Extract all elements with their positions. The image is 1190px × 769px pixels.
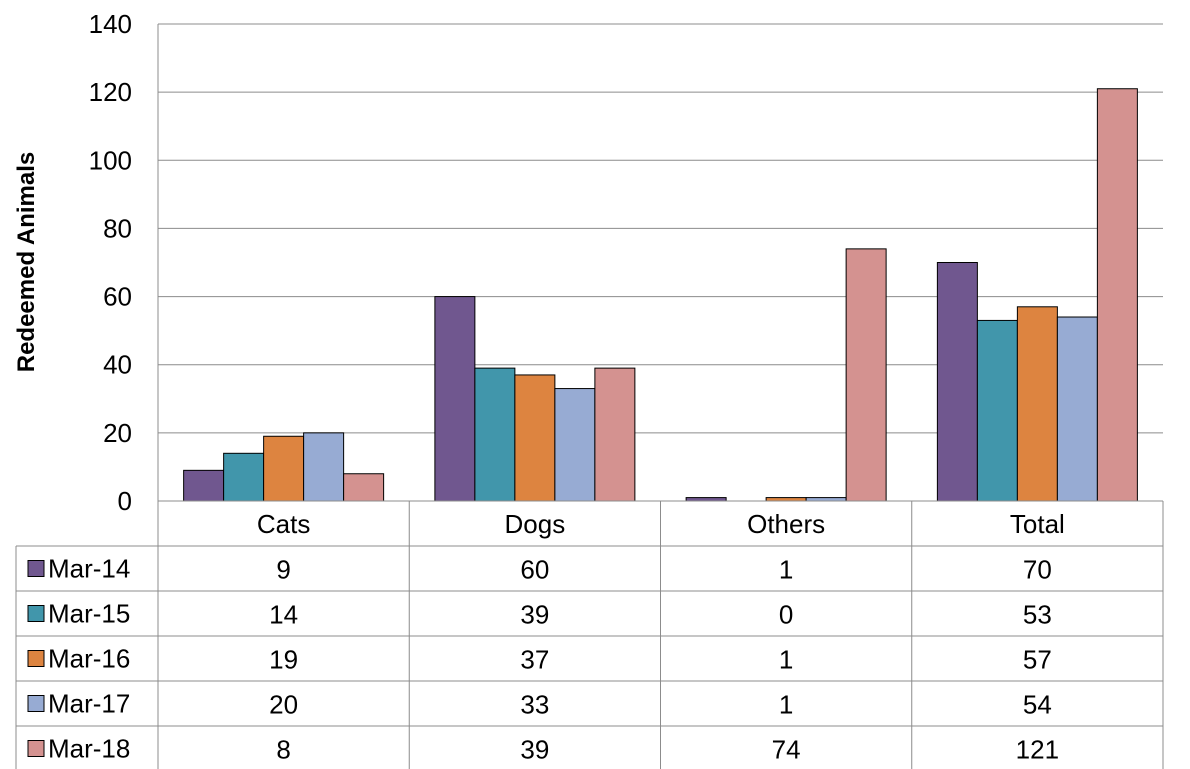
legend-key [27,560,45,577]
data-label: 70 [1023,555,1052,585]
y-tick-label: 120 [89,77,132,107]
bar [976,319,1018,502]
y-tick-label: 140 [89,9,132,39]
y-tick-label: 20 [103,418,132,448]
bar [223,452,265,502]
bar [474,367,516,502]
data-label: 39 [520,735,549,765]
x-tick-label: Others [747,509,825,539]
bar [554,388,596,502]
bar [434,296,476,502]
legend-label: Mar-16 [48,644,130,674]
data-label: 33 [520,690,549,720]
data-label: 121 [1016,735,1059,765]
legend-key [27,650,45,667]
bar [303,432,345,502]
data-label: 57 [1023,645,1052,675]
data-label: 37 [520,645,549,675]
y-tick-label: 80 [103,213,132,243]
data-label: 54 [1023,690,1052,720]
bar [936,262,978,502]
bar [263,435,305,502]
data-label: 14 [269,600,298,630]
data-label: 1 [779,555,793,585]
bar [1056,316,1098,502]
bar [183,469,225,502]
x-tick-label: Cats [257,509,310,539]
legend-label: Mar-18 [48,734,130,764]
data-label: 74 [772,735,801,765]
bar [514,374,556,502]
bar [765,497,807,502]
data-label: 39 [520,600,549,630]
bar [594,367,636,502]
data-label: 20 [269,690,298,720]
bar [805,497,847,502]
legend-key [27,695,45,712]
bar [845,248,887,502]
legend-label: Mar-17 [48,689,130,719]
data-label: 9 [276,555,290,585]
bar [685,497,727,502]
legend-label: Mar-14 [48,554,130,584]
data-label: 8 [276,735,290,765]
legend-key [27,740,45,757]
legend-label: Mar-15 [48,599,130,629]
data-label: 1 [779,645,793,675]
data-label: 0 [779,600,793,630]
x-tick-label: Total [1010,509,1065,539]
data-label: 19 [269,645,298,675]
bar [1016,306,1058,502]
data-label: 60 [520,555,549,585]
bar [343,473,385,502]
y-tick-label: 60 [103,282,132,312]
y-axis-label: Redeemed Animals [13,152,40,373]
x-tick-label: Dogs [505,509,566,539]
bar [1096,88,1138,502]
y-tick-label: 0 [118,486,132,516]
y-tick-label: 100 [89,145,132,175]
data-label: 53 [1023,600,1052,630]
y-tick-label: 40 [103,350,132,380]
legend-key [27,605,45,622]
data-label: 1 [779,690,793,720]
